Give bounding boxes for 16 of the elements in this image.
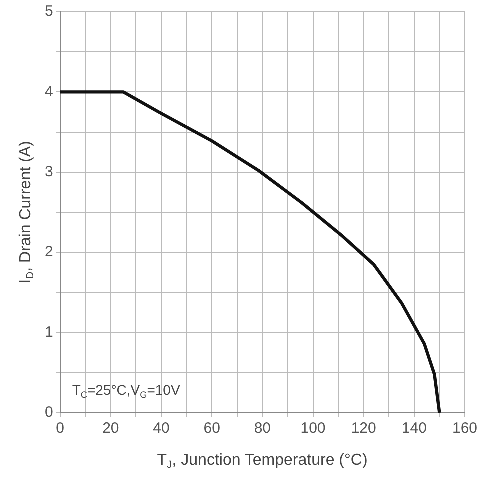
y-axis-title: ID, Drain Current (A)	[17, 141, 37, 284]
x-tick-label: 20	[102, 420, 120, 438]
y-tick-label: 0	[45, 404, 54, 422]
x-tick-label: 60	[204, 420, 220, 438]
y-tick-label: 1	[45, 324, 54, 341]
x-tick-label: 100	[300, 420, 326, 438]
x-tick-label: 120	[351, 420, 376, 438]
x-tick-label: 140	[402, 420, 427, 438]
x-tick-label: 80	[254, 420, 272, 438]
y-tick-label: 2	[45, 244, 54, 261]
x-tick-label: 40	[153, 420, 170, 438]
y-tick-label: 5	[45, 3, 54, 20]
y-tick-label: 4	[45, 83, 54, 100]
x-tick-label: 0	[56, 420, 65, 438]
x-tick-label: 160	[452, 420, 478, 438]
y-tick-label: 3	[45, 164, 54, 181]
